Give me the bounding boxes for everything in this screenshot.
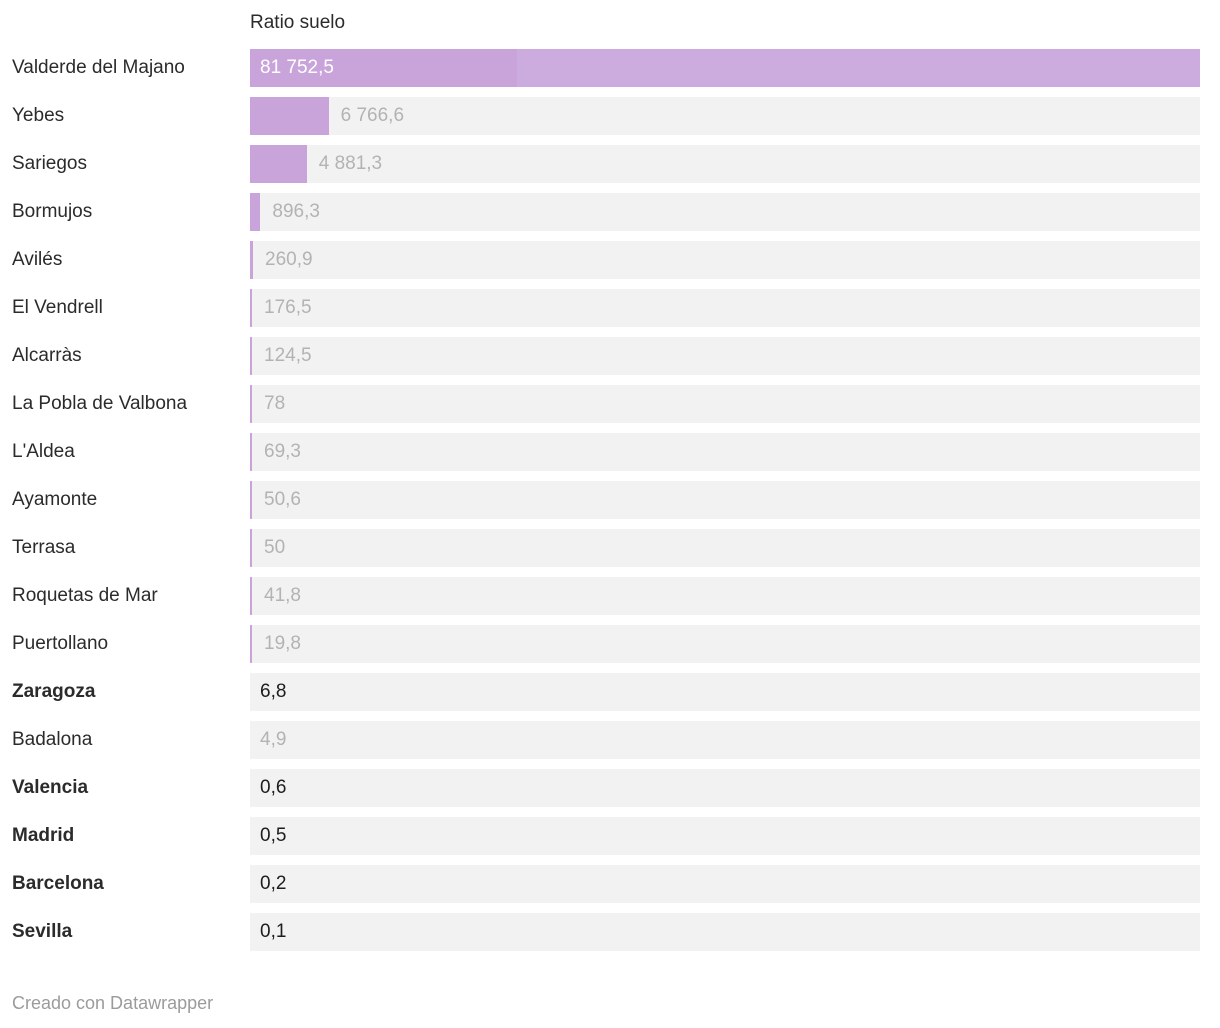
bar-track: 124,5	[250, 337, 1200, 375]
bar-track: 69,3	[250, 433, 1200, 471]
bar	[250, 481, 252, 519]
value-label: 0,1	[260, 921, 287, 942]
value-label: 6 766,6	[340, 105, 405, 126]
category-label: Valderde del Majano	[12, 57, 185, 79]
value-label: 50,6	[264, 489, 301, 510]
datawrapper-credit-link[interactable]: Creado con Datawrapper	[12, 993, 214, 1013]
bar-track: 78	[250, 385, 1200, 423]
value-label: 124,5	[264, 345, 312, 366]
bar-track: 0,5	[250, 817, 1200, 855]
table-row: Alcarràs 124,5	[0, 337, 1200, 375]
table-row: Terrasa 50	[0, 529, 1200, 567]
bar-track: 260,9	[250, 241, 1200, 279]
category-label: Avilés	[12, 249, 63, 271]
bar	[250, 433, 252, 471]
table-row: Avilés 260,9	[0, 241, 1200, 279]
value-label: 69,3	[264, 441, 301, 462]
category-label: Roquetas de Mar	[12, 585, 158, 607]
table-row: Barcelona 0,2	[0, 865, 1200, 903]
category-label: Ayamonte	[12, 489, 98, 511]
table-row: Bormujos 896,3	[0, 193, 1200, 231]
table-row: Sariegos 4 881,3	[0, 145, 1200, 183]
bar-track: 896,3	[250, 193, 1200, 231]
table-row: Puertollano 19,8	[0, 625, 1200, 663]
table-row: Yebes 6 766,6	[0, 97, 1200, 135]
category-label: Yebes	[12, 105, 65, 127]
bar	[250, 193, 261, 231]
category-label: Madrid	[12, 825, 75, 847]
bar-track: 0,1	[250, 913, 1200, 951]
bar-track: 50,6	[250, 481, 1200, 519]
category-label: La Pobla de Valbona	[12, 393, 188, 415]
value-label: 41,8	[264, 585, 301, 606]
category-label: Sariegos	[12, 153, 87, 175]
category-label: Zaragoza	[12, 681, 96, 703]
bar-track: 6 766,6	[250, 97, 1200, 135]
bar-track: 176,5	[250, 289, 1200, 327]
bar-track: 4,9	[250, 721, 1200, 759]
bar	[250, 385, 252, 423]
table-row: Valderde del Majano 81 752,5	[0, 49, 1200, 87]
bar	[250, 145, 307, 183]
table-row: Zaragoza 6,8	[0, 673, 1200, 711]
column-header: Ratio suelo	[250, 12, 346, 33]
bar-track: 19,8	[250, 625, 1200, 663]
category-label: Valencia	[12, 777, 89, 799]
category-label: L'Aldea	[12, 441, 75, 463]
value-label: 0,6	[260, 777, 287, 798]
table-row: L'Aldea 69,3	[0, 433, 1200, 471]
bar	[250, 49, 1200, 87]
bar	[250, 97, 329, 135]
bar-track: 50	[250, 529, 1200, 567]
value-label: 81 752,5	[260, 57, 334, 78]
category-label: Puertollano	[12, 633, 109, 655]
table-row: Badalona 4,9	[0, 721, 1200, 759]
value-label: 4,9	[260, 729, 287, 750]
value-label: 78	[264, 393, 286, 414]
value-label: 50	[264, 537, 286, 558]
bar	[250, 625, 252, 663]
chart-rows: Valderde del Majano 81 752,5 Yebes 6 766,6 S…	[0, 49, 1200, 961]
bar-track: 41,8	[250, 577, 1200, 615]
category-label: Sevilla	[12, 921, 73, 943]
table-row: Valencia 0,6	[0, 769, 1200, 807]
value-label: 6,8	[260, 681, 287, 702]
table-row: Sevilla 0,1	[0, 913, 1200, 951]
bar	[250, 529, 252, 567]
bar-track: 4 881,3	[250, 145, 1200, 183]
table-row: La Pobla de Valbona 78	[0, 385, 1200, 423]
value-label: 0,2	[260, 873, 287, 894]
bar-track: 81 752,5	[250, 49, 1200, 87]
value-label: 19,8	[264, 633, 301, 654]
table-row: Roquetas de Mar 41,8	[0, 577, 1200, 615]
table-row: Madrid 0,5	[0, 817, 1200, 855]
bar	[250, 289, 253, 327]
value-label: 896,3	[272, 201, 320, 222]
bar-track: 0,2	[250, 865, 1200, 903]
category-label: Bormujos	[12, 201, 93, 223]
category-label: Badalona	[12, 729, 93, 751]
bar-track: 6,8	[250, 673, 1200, 711]
bar	[250, 337, 252, 375]
value-label: 0,5	[260, 825, 287, 846]
category-label: Terrasa	[12, 537, 76, 559]
bar	[250, 241, 254, 279]
value-label: 260,9	[265, 249, 313, 270]
category-label: El Vendrell	[12, 297, 103, 319]
table-row: El Vendrell 176,5	[0, 289, 1200, 327]
category-label: Barcelona	[12, 873, 104, 895]
value-label: 4 881,3	[318, 153, 383, 174]
category-label: Alcarràs	[12, 345, 82, 367]
bar-track: 0,6	[250, 769, 1200, 807]
value-label: 176,5	[264, 297, 312, 318]
bar	[250, 577, 252, 615]
table-row: Ayamonte 50,6	[0, 481, 1200, 519]
